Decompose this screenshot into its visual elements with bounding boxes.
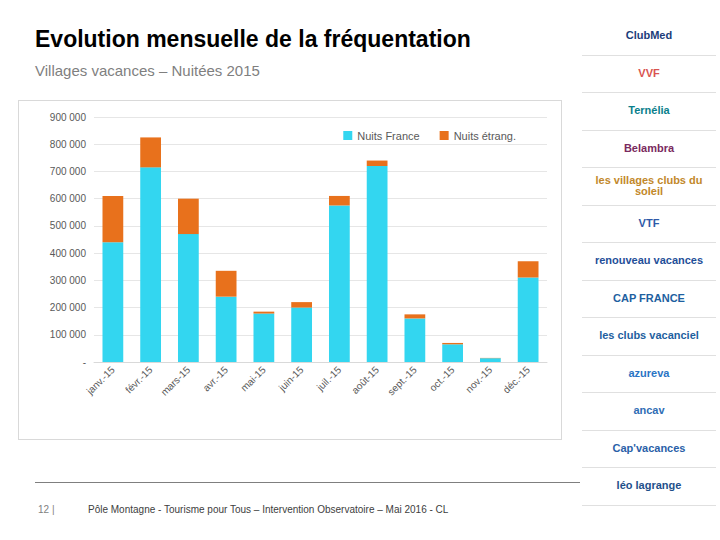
html-text:VVF: VVF xyxy=(638,67,660,79)
html-text:Cap'vacances: Cap'vacances xyxy=(612,442,686,454)
html-text:les clubs vacanciel: les clubs vacanciel xyxy=(599,329,699,342)
svg-text:Nuits étrang.: Nuits étrang. xyxy=(454,130,516,142)
svg-text:700 000: 700 000 xyxy=(50,166,87,177)
html-text:Pôle Montagne - Tourisme pour: Pôle Montagne - Tourisme pour Tous – Int… xyxy=(88,504,449,515)
svg-text:sept.-15: sept.-15 xyxy=(385,364,419,398)
svg-text:mai-15: mai-15 xyxy=(238,364,268,394)
html-text:CAP FRANCE: CAP FRANCE xyxy=(613,292,685,304)
svg-text:600 000: 600 000 xyxy=(50,193,87,204)
svg-text:janv.-15: janv.-15 xyxy=(84,364,117,397)
html-text:léo lagrange: léo lagrange xyxy=(616,479,682,492)
html-text:Ternélia: Ternélia xyxy=(628,104,670,117)
svg-text:200 000: 200 000 xyxy=(50,302,87,313)
svg-text:mars-15: mars-15 xyxy=(159,364,193,398)
svg-text:nov.-15: nov.-15 xyxy=(463,364,494,395)
svg-text:400 000: 400 000 xyxy=(50,248,87,259)
svg-text:oct.-15: oct.-15 xyxy=(427,364,457,394)
html-text:Belambra: Belambra xyxy=(623,142,675,154)
html-text:renouveau vacances: renouveau vacances xyxy=(594,254,704,267)
html-text:12 |: 12 | xyxy=(38,504,55,515)
svg-text:Nuits France: Nuits France xyxy=(357,130,419,142)
html-text:les villages clubs du soleil: les villages clubs du soleil xyxy=(595,173,703,198)
svg-text:juil.-15: juil.-15 xyxy=(314,364,344,394)
svg-text:févr.-15: févr.-15 xyxy=(123,364,155,396)
html-text:Villages vacances – Nuitées 20: Villages vacances – Nuitées 2015 xyxy=(35,62,260,79)
svg-text:800 000: 800 000 xyxy=(50,139,87,150)
svg-text:avr.-15: avr.-15 xyxy=(201,364,231,394)
svg-text:août-15: août-15 xyxy=(349,364,381,396)
svg-text:100 000: 100 000 xyxy=(50,329,87,340)
svg-text:déc.-15: déc.-15 xyxy=(501,364,533,396)
svg-text:900 000: 900 000 xyxy=(50,112,87,123)
html-text:Evolution mensuelle de la fréq: Evolution mensuelle de la fréquentation xyxy=(35,26,471,52)
html-text:ancav: ancav xyxy=(633,404,665,417)
svg-text:500 000: 500 000 xyxy=(50,220,87,231)
html-text:ClubMed: ClubMed xyxy=(625,29,673,42)
html-text:VTF: VTF xyxy=(638,217,660,229)
svg-text:-: - xyxy=(83,357,86,368)
svg-text:300 000: 300 000 xyxy=(50,275,87,286)
html-text:azureva: azureva xyxy=(628,367,670,379)
svg-text:juin-15: juin-15 xyxy=(276,364,306,394)
